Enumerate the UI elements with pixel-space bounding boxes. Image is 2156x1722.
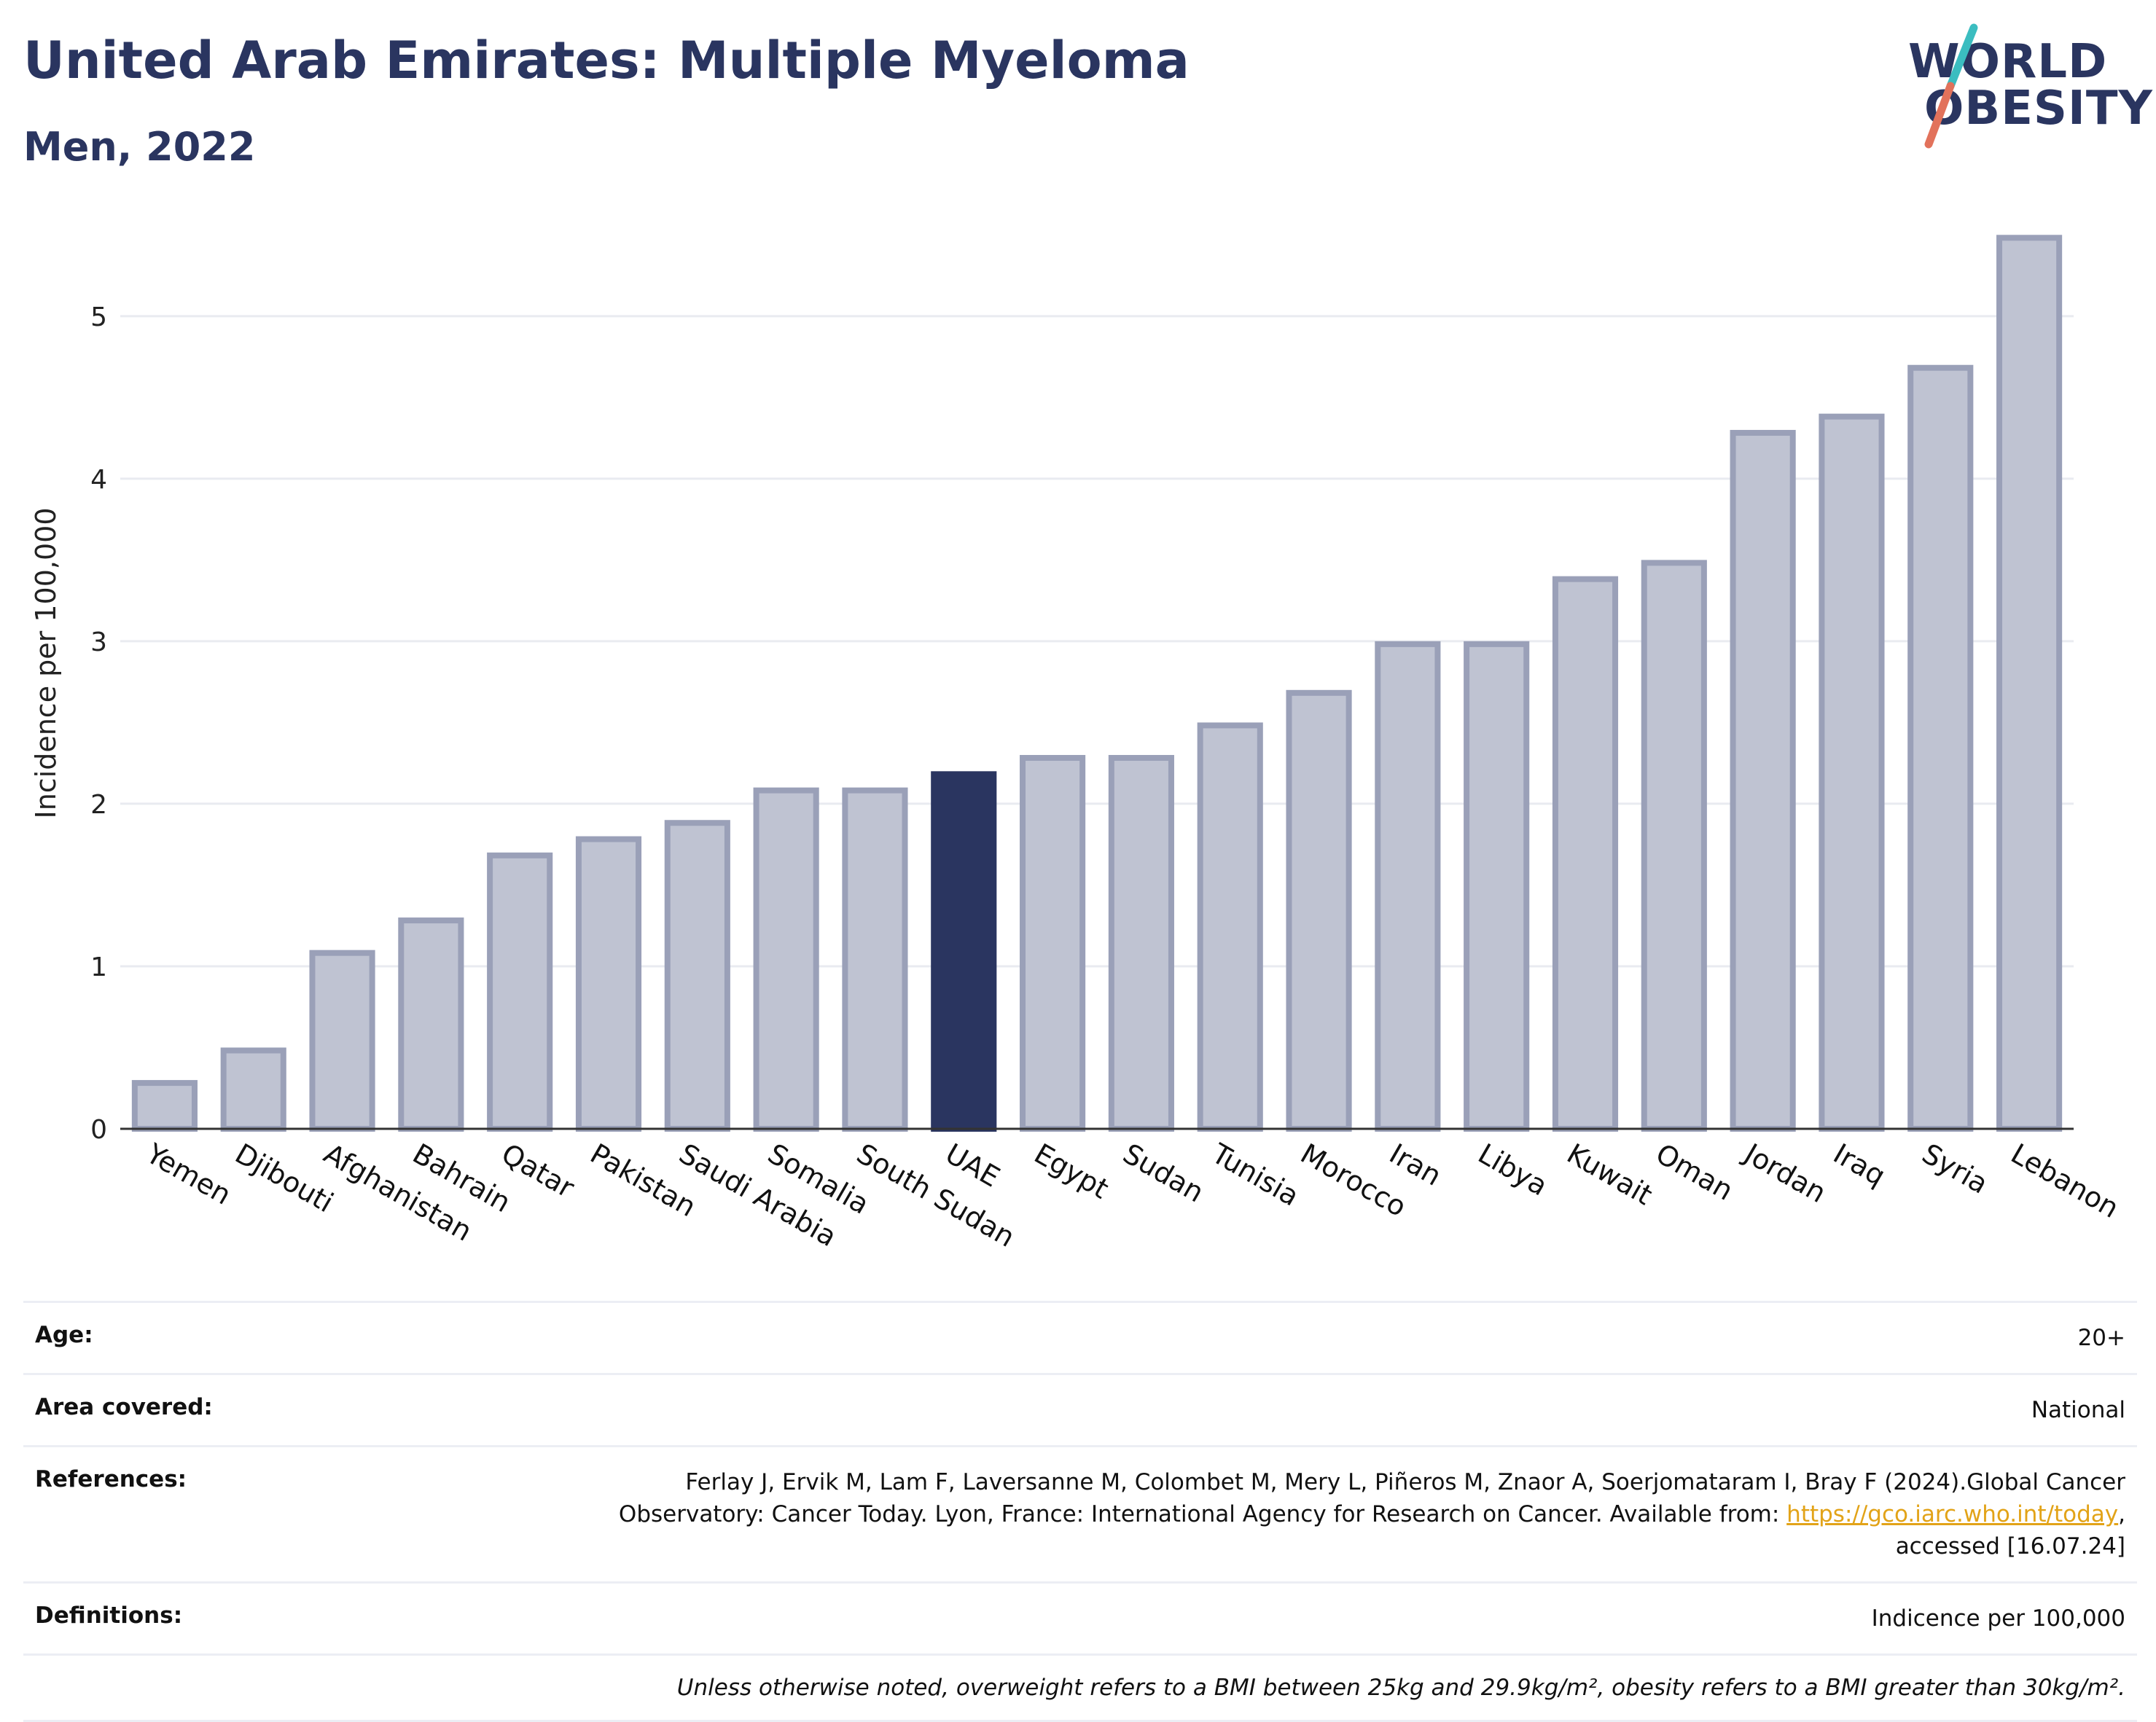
x-tick-label: Djibouti — [230, 1138, 339, 1219]
bar-morocco — [1286, 689, 1352, 1132]
bar-saudi-arabia — [664, 820, 730, 1132]
age-label: Age: — [35, 1322, 93, 1348]
x-tick-label: Afghanistan — [319, 1138, 477, 1248]
x-tick-label: Sudan — [1117, 1138, 1209, 1209]
page-subtitle: Men, 2022 — [23, 124, 256, 170]
page-title: United Arab Emirates: Multiple Myeloma — [23, 31, 1190, 90]
bar-chart: 0 1 2 3 4 5 YemenDjiboutiAfghanistanBahrainQa… — [30, 235, 2125, 1253]
bar-kuwait — [1552, 576, 1619, 1132]
x-tick-label: South Sudan — [851, 1138, 1020, 1253]
x-tick-label: Lebanon — [2006, 1138, 2125, 1224]
definitions-value: Indicence per 100,000 — [1871, 1605, 2125, 1632]
definitions-label: Definitions: — [35, 1602, 183, 1629]
bar-egypt — [1020, 755, 1086, 1132]
y-axis-label: Incidence per 100,000 — [30, 507, 62, 818]
x-tick-label: Tunisia — [1206, 1137, 1304, 1213]
bar-syria — [1907, 364, 1974, 1132]
bar-lebanon — [1996, 235, 2063, 1132]
bar-tunisia — [1197, 722, 1263, 1132]
y-axis-ticks: 0 1 2 3 4 5 — [90, 302, 107, 1145]
bar-pakistan — [575, 836, 642, 1132]
meta-row-references: References: Ferlay J, Ervik M, Lam F, La… — [23, 1445, 2137, 1581]
logo-line-1: WORLD — [1908, 35, 2108, 89]
area-value: National — [2031, 1397, 2125, 1423]
bar-jordan — [1730, 429, 1796, 1132]
x-tick-label: Egypt — [1029, 1138, 1114, 1205]
y-tick-label: 5 — [90, 302, 107, 332]
y-tick-label: 0 — [90, 1115, 107, 1145]
world-obesity-logo: WORLD OBESITY — [1895, 20, 2152, 152]
bar-bahrain — [398, 917, 464, 1132]
references-link[interactable]: https://gco.iarc.who.int/today — [1786, 1501, 2119, 1527]
x-tick-label: Jordan — [1738, 1137, 1831, 1210]
x-tick-label: Iran — [1384, 1138, 1447, 1192]
x-tick-label: Oman — [1650, 1138, 1738, 1207]
age-value: 20+ — [2077, 1325, 2125, 1351]
bars — [131, 235, 2063, 1132]
bar-iraq — [1819, 413, 1885, 1132]
x-tick-label: Yemen — [141, 1137, 237, 1211]
references-label: References: — [35, 1466, 187, 1492]
logo-line-2: OBESITY — [1924, 82, 2153, 136]
bar-oman — [1641, 560, 1707, 1132]
x-tick-label: Iraq — [1828, 1138, 1891, 1192]
y-tick-label: 2 — [90, 790, 107, 820]
bar-somalia — [753, 787, 819, 1132]
meta-row-age: Age: 20+ — [23, 1301, 2137, 1373]
x-tick-label: Kuwait — [1562, 1138, 1658, 1212]
bar-libya — [1464, 641, 1530, 1132]
logo-slash-icon — [1924, 23, 1978, 149]
area-label: Area covered: — [35, 1394, 213, 1420]
bar-yemen — [131, 1080, 198, 1132]
metadata-table: Age: 20+ Area covered: National Referenc… — [23, 1301, 2137, 1722]
x-tick-label: Syria — [1917, 1138, 1993, 1200]
bar-sudan — [1108, 755, 1174, 1132]
references-text: Ferlay J, Ervik M, Lam F, Laversanne M, … — [618, 1469, 2125, 1527]
y-tick-label: 3 — [90, 627, 107, 657]
references-value: Ferlay J, Ervik M, Lam F, Laversanne M, … — [573, 1466, 2125, 1562]
y-tick-label: 1 — [90, 952, 107, 982]
y-tick-label: 4 — [90, 465, 107, 495]
meta-row-area: Area covered: National — [23, 1373, 2137, 1445]
x-tick-label: Libya — [1473, 1138, 1553, 1202]
bar-uae — [931, 771, 997, 1132]
bar-qatar — [487, 852, 553, 1132]
bmi-note: Unless otherwise noted, overweight refer… — [676, 1675, 2125, 1701]
bar-djibouti — [220, 1047, 286, 1132]
references-accessed: , accessed [16.07.24] — [1895, 1501, 2125, 1559]
bar-afghanistan — [309, 950, 375, 1132]
bar-iran — [1375, 641, 1441, 1132]
bar-south-sudan — [842, 787, 908, 1132]
meta-row-note: Unless otherwise noted, overweight refer… — [23, 1653, 2137, 1722]
meta-row-definitions: Definitions: Indicence per 100,000 — [23, 1581, 2137, 1653]
